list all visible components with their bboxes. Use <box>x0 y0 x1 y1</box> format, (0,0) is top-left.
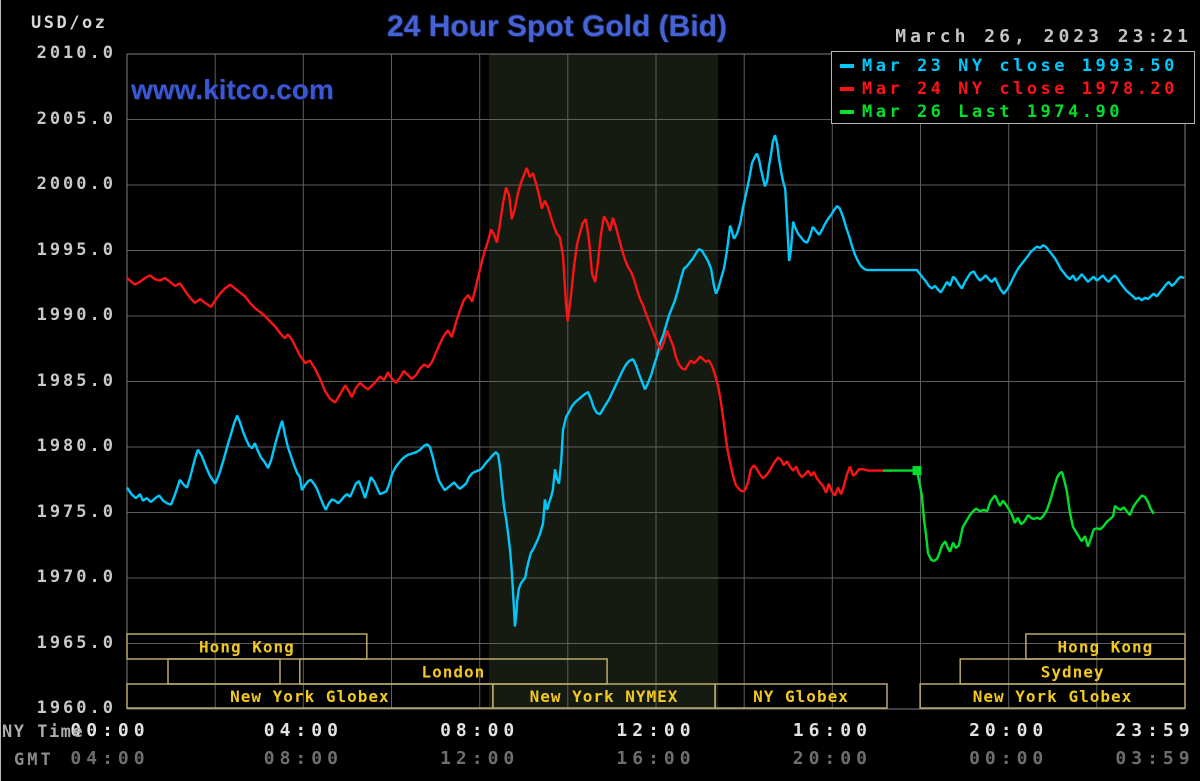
series-line-mar-23 <box>126 134 1185 627</box>
x-axis-ny-tick-label: 04:00 <box>263 720 343 741</box>
page-title: 24 Hour Spot Gold (Bid) <box>387 10 727 43</box>
y-axis-tick-label: 1965.0 <box>36 632 116 653</box>
legend-item: Mar 23 NY close 1993.50 <box>840 55 1194 78</box>
y-axis-tick-label: 1975.0 <box>36 501 116 522</box>
session-label: Hong Kong <box>199 638 295 657</box>
legend-item-label: Mar 26 Last 1974.90 <box>862 102 1123 122</box>
x-axis-ny-tick-label: 16:00 <box>792 720 872 741</box>
legend-item: Mar 26 Last 1974.90 <box>840 101 1194 124</box>
x-axis-gmt-tick-label: 16:00 <box>616 748 696 769</box>
x-axis-ny-tick-label: 23:59 <box>1115 720 1195 741</box>
legend-item-label: Mar 23 NY close 1993.50 <box>862 56 1178 76</box>
session-label: Sydney <box>1041 663 1105 682</box>
x-axis-gmt-tick-label: 20:00 <box>792 748 872 769</box>
gmt-row-label: GMT <box>14 750 54 770</box>
session-label: NY Globex <box>753 687 849 706</box>
series-start-marker <box>912 466 922 476</box>
session-box-new-york-globex <box>919 683 1186 709</box>
legend-color-dash-icon <box>840 64 854 68</box>
y-axis-tick-label: 2000.0 <box>36 174 116 194</box>
x-axis-ny-tick-label: 12:00 <box>616 720 696 741</box>
session-label: London <box>422 663 486 682</box>
x-axis-ny-tick-label: 08:00 <box>440 720 520 741</box>
window-left-edge <box>0 0 1 781</box>
x-axis-gmt-tick-label: 08:00 <box>263 748 343 769</box>
legend-color-dash-icon <box>840 110 854 114</box>
y-axis-tick-label: 2005.0 <box>36 108 116 129</box>
x-axis-ny-tick-label: 00:00 <box>70 720 150 741</box>
x-axis-ny-tick-label: 20:00 <box>969 720 1049 741</box>
session-label: New York Globex <box>973 687 1133 706</box>
ny-time-row-label: NY Time <box>2 722 85 742</box>
plot-border <box>126 53 1186 710</box>
y-axis-tick-label: 1995.0 <box>36 239 116 260</box>
x-axis-gmt-tick-label: 12:00 <box>440 748 520 769</box>
y-axis-tick-label: 1990.0 <box>36 305 116 325</box>
session-box <box>167 658 281 685</box>
x-axis-gmt-tick-label: 04:00 <box>70 748 150 769</box>
session-label: Hong Kong <box>1058 638 1154 657</box>
legend-color-dash-icon <box>840 87 854 91</box>
kitco-watermark: www.kitco.com <box>131 74 334 105</box>
timestamp: March 26, 2023 23:21 <box>895 26 1192 47</box>
unit-label: USD/oz <box>31 13 108 33</box>
series-line-mar-24 <box>126 167 883 497</box>
y-axis-tick-label: 1985.0 <box>36 370 116 391</box>
x-axis-gmt-tick-label: 03:59 <box>1115 748 1195 769</box>
y-axis-tick-label: 1960.0 <box>36 698 116 718</box>
x-axis-gmt-tick-label: 00:00 <box>969 748 1049 769</box>
y-axis-tick-label: 1970.0 <box>36 567 116 587</box>
legend-item: Mar 24 NY close 1978.20 <box>840 78 1194 101</box>
series-line-mar-26 <box>883 469 1155 563</box>
y-axis-tick-label: 1980.0 <box>36 436 116 456</box>
session-label: New York Globex <box>230 687 390 706</box>
session-box-ny-globex <box>714 683 888 709</box>
legend-item-label: Mar 24 NY close 1978.20 <box>862 79 1178 99</box>
y-axis-tick-label: 2010.0 <box>36 43 116 63</box>
session-label: New York NYMEX <box>530 687 679 706</box>
legend: Mar 23 NY close 1993.50 Mar 24 NY close 1… <box>831 51 1195 124</box>
